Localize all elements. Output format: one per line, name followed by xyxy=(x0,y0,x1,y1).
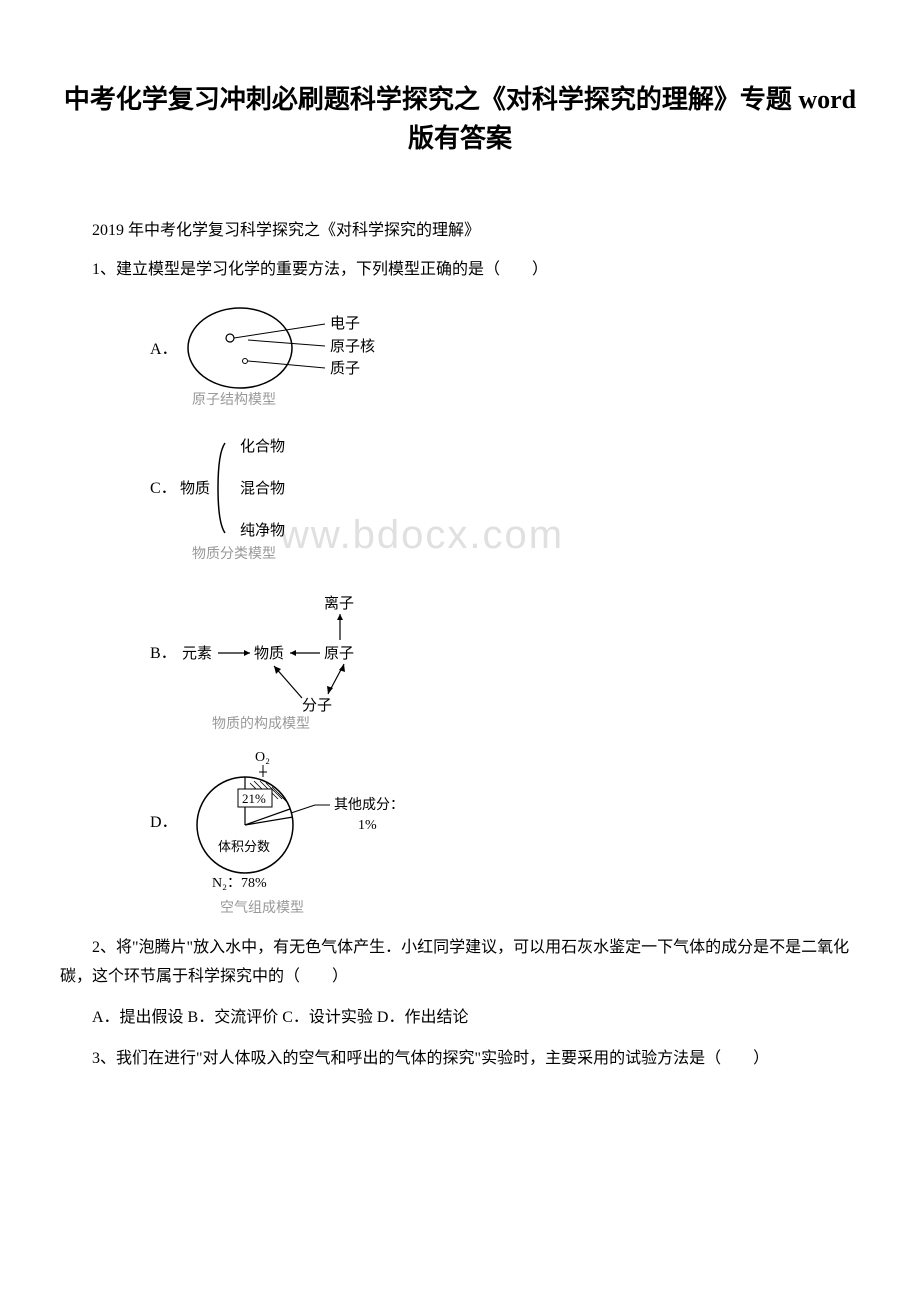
svg-text:分子: 分子 xyxy=(302,697,332,714)
svg-text:纯净物: 纯净物 xyxy=(240,522,285,539)
diagram-d: D． O₂ 21% 其他成分： 1% 体积分数 N₂：78% 空气组成模型 xyxy=(150,747,860,922)
question-1: 1、建立模型是学习化学的重要方法，下列模型正确的是（ ） xyxy=(60,256,860,285)
diagram-c-caption: 物质分类模型 xyxy=(192,546,276,562)
question-2-options: A．提出假设 B．交流评价 C．设计实验 D．作出结论 xyxy=(60,1004,860,1033)
diagram-c: C． 物质 化合物 混合物 纯净物 物质分类模型 ww.bdocx.com xyxy=(150,423,860,568)
svg-text:混合物: 混合物 xyxy=(240,480,285,497)
document-title: 中考化学复习冲刺必刷题科学探究之《对科学探究的理解》专题 word 版有答案 xyxy=(60,80,860,158)
diagram-d-caption: 空气组成模型 xyxy=(220,900,304,916)
svg-text:O₂: O₂ xyxy=(255,750,270,765)
svg-text:物质: 物质 xyxy=(254,645,284,662)
diagram-a: A． 电子 原子核 质子 原子结构模型 xyxy=(150,296,860,411)
svg-text:质子: 质子 xyxy=(330,360,360,377)
diagram-b: B． 元素 物质 原子 离子 分子 物质的构成模型 xyxy=(150,580,860,735)
diagram-a-caption: 原子结构模型 xyxy=(192,392,276,406)
svg-text:体积分数: 体积分数 xyxy=(218,839,270,854)
svg-text:原子核: 原子核 xyxy=(330,338,375,355)
svg-text:21%: 21% xyxy=(242,791,266,806)
svg-text:化合物: 化合物 xyxy=(240,438,285,455)
option-b-prefix: B． xyxy=(150,645,177,662)
svg-text:N₂：78%: N₂：78% xyxy=(212,876,267,891)
svg-text:电子: 电子 xyxy=(330,315,360,332)
question-2: 2、将"泡腾片"放入水中，有无色气体产生．小红同学建议，可以用石灰水鉴定一下气体… xyxy=(60,934,860,992)
option-a-prefix: A． xyxy=(150,341,178,358)
intro-text: 2019 年中考化学复习科学探究之《对科学探究的理解》 xyxy=(60,218,860,244)
diagram-b-caption: 物质的构成模型 xyxy=(212,716,310,730)
svg-text:其他成分：: 其他成分： xyxy=(334,797,404,813)
option-d-prefix: D． xyxy=(150,814,178,831)
svg-text:1%: 1% xyxy=(358,818,377,833)
svg-text:原子: 原子 xyxy=(324,645,354,662)
svg-text:物质: 物质 xyxy=(180,480,210,497)
svg-text:元素: 元素 xyxy=(182,645,212,662)
question-3: 3、我们在进行"对人体吸入的空气和呼出的气体的探究"实验时，主要采用的试验方法是… xyxy=(60,1045,860,1074)
option-c-prefix: C． xyxy=(150,480,177,497)
svg-text:离子: 离子 xyxy=(324,595,354,612)
